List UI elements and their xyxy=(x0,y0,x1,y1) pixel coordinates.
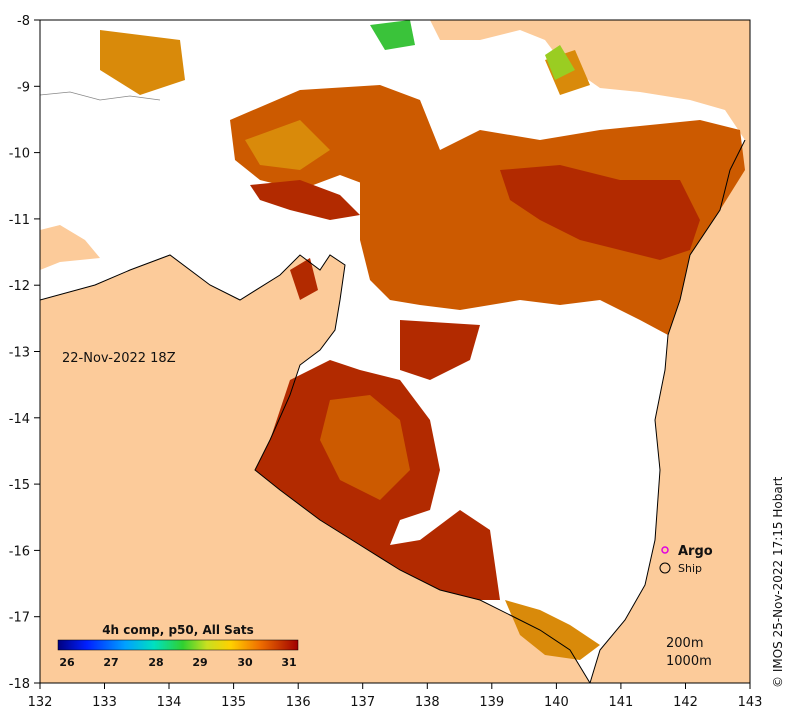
y-tick-label: -9 xyxy=(17,80,30,95)
y-tick-label: -15 xyxy=(9,478,30,493)
x-tick-label: 134 xyxy=(157,695,182,710)
marker-legend: Argo Ship xyxy=(659,544,713,575)
ship-label: Ship xyxy=(678,562,702,575)
x-tick-label: 140 xyxy=(544,695,569,710)
y-axis: -8 -9 -10 -11 -12 -13 -14 -15 -16 -17 -1… xyxy=(9,14,40,692)
coastline-east xyxy=(589,139,746,683)
land-cape-york xyxy=(430,20,750,683)
contour-200-label: 200m xyxy=(666,636,703,651)
y-tick-label: -8 xyxy=(17,14,30,29)
legend-tick: 26 xyxy=(59,656,75,669)
legend-tick: 29 xyxy=(192,656,207,669)
y-tick-label: -14 xyxy=(9,412,30,427)
x-tick-label: 132 xyxy=(28,695,53,710)
legend-tick: 27 xyxy=(103,656,118,669)
x-tick-label: 139 xyxy=(479,695,504,710)
y-tick-label: -10 xyxy=(9,147,30,162)
x-tick-label: 142 xyxy=(673,695,698,710)
x-tick-label: 143 xyxy=(738,695,763,710)
coastline-west xyxy=(40,254,591,683)
ship-marker-icon xyxy=(659,562,671,574)
argo-marker-icon xyxy=(661,546,669,554)
x-tick-label: 133 xyxy=(92,695,117,710)
legend-tick: 31 xyxy=(281,656,296,669)
date-label: 22-Nov-2022 18Z xyxy=(62,351,176,366)
legend-tick: 30 xyxy=(237,656,253,669)
legend-tick: 28 xyxy=(148,656,163,669)
land-arnhem xyxy=(40,255,590,683)
x-tick-label: 138 xyxy=(415,695,440,710)
x-tick-label: 136 xyxy=(286,695,311,710)
credit-text: © IMOS 25-Nov-2022 17:15 Hobart xyxy=(771,476,785,688)
contour-1000-label: 1000m xyxy=(666,654,712,669)
colorbar-legend: 4h comp, p50, All Sats 26 27 28 29 30 31 xyxy=(57,623,299,669)
y-tick-label: -11 xyxy=(9,213,30,228)
y-tick-label: -16 xyxy=(9,544,30,559)
legend-title: 4h comp, p50, All Sats xyxy=(102,623,254,637)
contour-200 xyxy=(40,91,161,101)
x-tick-label: 137 xyxy=(350,695,375,710)
argo-label: Argo xyxy=(678,544,713,559)
y-tick-label: -18 xyxy=(9,677,30,692)
y-tick-label: -12 xyxy=(9,279,30,294)
y-tick-label: -17 xyxy=(9,611,30,626)
x-axis: 132 133 134 135 136 137 138 139 140 141 … xyxy=(28,683,763,710)
land-islands xyxy=(40,225,100,270)
y-tick-label: -13 xyxy=(9,346,30,361)
x-tick-label: 135 xyxy=(221,695,246,710)
colorbar xyxy=(57,639,299,651)
x-tick-label: 141 xyxy=(608,695,633,710)
sst-patches xyxy=(100,20,745,660)
